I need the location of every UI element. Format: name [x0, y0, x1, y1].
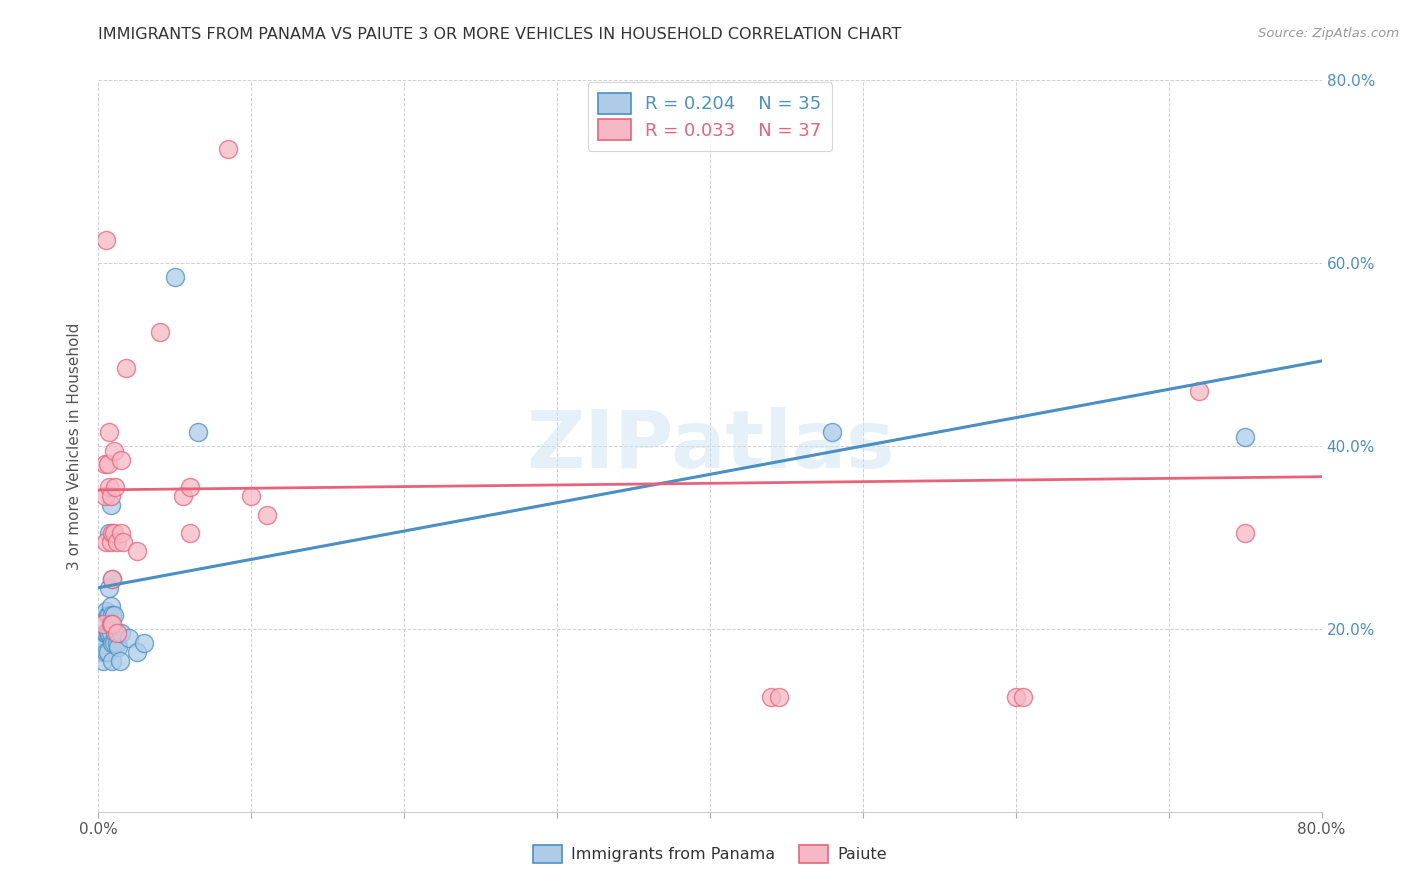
Point: [91, 617, 114, 632]
Point: [1234, 525, 1257, 540]
Point: [105, 635, 128, 649]
Point: [105, 535, 128, 549]
Point: [100, 599, 122, 613]
Point: [256, 508, 278, 522]
Point: [110, 452, 132, 467]
Point: [172, 489, 194, 503]
Point: [217, 142, 239, 156]
Point: [103, 443, 125, 458]
Point: [125, 645, 148, 659]
Point: [1188, 384, 1211, 399]
Point: [163, 269, 186, 284]
Text: ZIPatlas: ZIPatlas: [526, 407, 894, 485]
Point: [100, 626, 122, 640]
Point: [98, 525, 121, 540]
Point: [93, 489, 115, 503]
Point: [93, 458, 115, 472]
Point: [97, 626, 120, 640]
Point: [94, 603, 117, 617]
Point: [105, 626, 128, 640]
Point: [94, 645, 117, 659]
Point: [149, 325, 172, 339]
Point: [111, 535, 134, 549]
Point: [179, 480, 201, 494]
Point: [768, 690, 790, 705]
Point: [125, 544, 148, 558]
Point: [94, 233, 117, 247]
Point: [179, 525, 201, 540]
Point: [101, 572, 124, 586]
Point: [1234, 430, 1257, 444]
Point: [100, 489, 122, 503]
Point: [118, 631, 141, 645]
Point: [1012, 690, 1035, 705]
Point: [240, 489, 263, 503]
Point: [134, 635, 156, 649]
Point: [821, 425, 844, 440]
Point: [103, 635, 125, 649]
Point: [94, 626, 117, 640]
Point: [187, 425, 209, 440]
Point: [98, 626, 121, 640]
Point: [110, 626, 132, 640]
Point: [91, 635, 114, 649]
Point: [101, 635, 124, 649]
Point: [98, 581, 121, 595]
Point: [98, 608, 121, 623]
Point: [94, 535, 117, 549]
Point: [101, 572, 124, 586]
Text: IMMIGRANTS FROM PANAMA VS PAIUTE 3 OR MORE VEHICLES IN HOUSEHOLD CORRELATION CHA: IMMIGRANTS FROM PANAMA VS PAIUTE 3 OR MO…: [98, 27, 901, 42]
Point: [107, 640, 129, 655]
Point: [97, 645, 120, 659]
Point: [90, 645, 112, 659]
Legend: Immigrants from Panama, Paiute: Immigrants from Panama, Paiute: [526, 838, 894, 870]
Point: [101, 617, 124, 632]
Point: [98, 480, 121, 494]
Point: [104, 480, 127, 494]
Point: [101, 608, 124, 623]
Point: [115, 361, 138, 376]
Point: [98, 425, 121, 440]
Point: [101, 525, 124, 540]
Point: [110, 525, 132, 540]
Point: [101, 654, 124, 668]
Point: [91, 654, 114, 668]
Point: [93, 626, 115, 640]
Point: [97, 608, 120, 623]
Point: [97, 458, 120, 472]
Point: [100, 617, 122, 632]
Y-axis label: 3 or more Vehicles in Household: 3 or more Vehicles in Household: [67, 322, 83, 570]
Point: [759, 690, 782, 705]
Point: [103, 525, 125, 540]
Point: [100, 535, 122, 549]
Point: [103, 608, 125, 623]
Point: [100, 499, 122, 513]
Point: [104, 626, 127, 640]
Point: [1004, 690, 1026, 705]
Point: [108, 654, 131, 668]
Text: Source: ZipAtlas.com: Source: ZipAtlas.com: [1258, 27, 1399, 40]
